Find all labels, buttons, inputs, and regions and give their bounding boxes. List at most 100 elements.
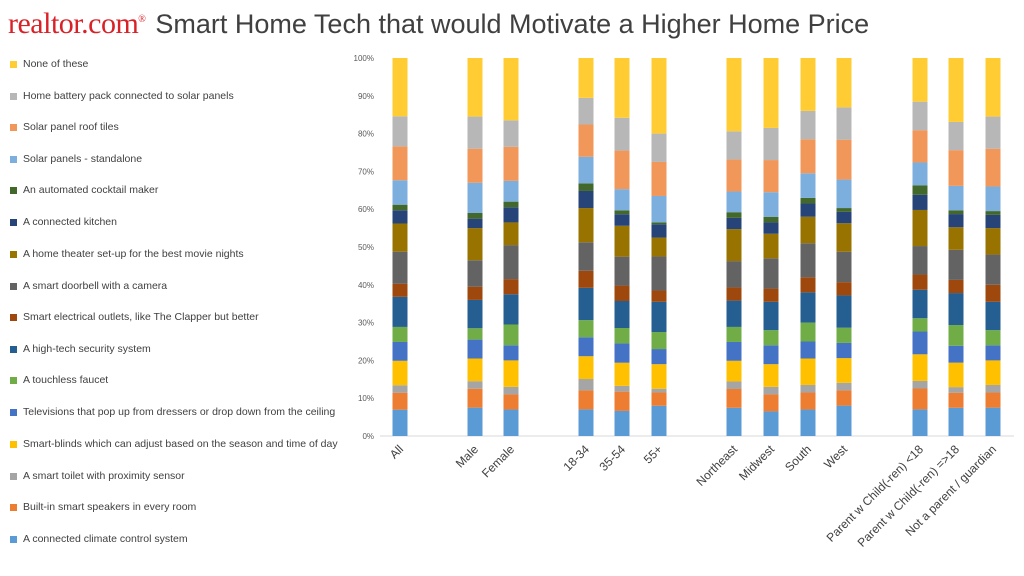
bar-segment: [467, 116, 483, 149]
bar-segment: [912, 101, 928, 131]
bar-segment: [651, 332, 667, 350]
x-category-label: All: [387, 442, 406, 461]
realtor-logo[interactable]: realtor.com®: [8, 7, 146, 40]
bar-segment: [726, 217, 742, 230]
bar-segment: [467, 58, 483, 117]
bar-segment: [985, 360, 1001, 385]
legend-label: A connected kitchen: [23, 216, 117, 228]
bar-segment: [948, 150, 964, 186]
bar-segment: [726, 191, 742, 213]
legend-swatch: [10, 346, 17, 353]
bar-segment: [467, 182, 483, 213]
bar-segment: [392, 58, 408, 117]
bar-segment: [948, 121, 964, 151]
bar-segment: [763, 127, 779, 161]
bar-segment: [726, 407, 742, 436]
bar-segment: [763, 258, 779, 289]
bar-segment: [836, 139, 852, 180]
legend-item: A high-tech security system: [10, 343, 151, 356]
bar-segment: [985, 284, 1001, 302]
legend-label: A home theater set-up for the best movie…: [23, 248, 244, 260]
bar-segment: [948, 210, 964, 215]
bar-segment: [800, 197, 816, 204]
bar-segment: [503, 207, 519, 223]
bar-segment: [912, 409, 928, 436]
bar-segment: [392, 296, 408, 327]
bar-segment: [948, 392, 964, 408]
bar-segment: [578, 124, 594, 157]
bar-segment: [763, 301, 779, 331]
bar-segment: [912, 185, 928, 195]
legend-swatch: [10, 314, 17, 321]
bar-segment: [948, 58, 964, 122]
bar-segment: [392, 409, 408, 436]
bar-segment: [503, 386, 519, 395]
bar-segment: [503, 58, 519, 121]
bar-segment: [467, 407, 483, 436]
y-tick-label: 70%: [358, 167, 374, 176]
x-category-label: Parent w Child(-ren) =>18: [855, 442, 963, 550]
x-category-label: Male: [453, 442, 482, 471]
bar-segment: [836, 295, 852, 328]
bar-segment: [614, 150, 630, 190]
x-category-label: Midwest: [736, 442, 777, 483]
x-category-label: 55+: [641, 442, 665, 466]
x-category-label: South: [782, 442, 814, 474]
legend-label: Smart-blinds which can adjust based on t…: [23, 438, 338, 450]
bar-segment: [800, 203, 816, 217]
bar-segment: [726, 326, 742, 342]
legend-label: Smart electrical outlets, like The Clapp…: [23, 311, 259, 323]
bar-segment: [948, 185, 964, 211]
bar-segment: [800, 384, 816, 393]
legend-swatch: [10, 219, 17, 226]
y-tick-label: 80%: [358, 130, 374, 139]
bar-segment: [578, 97, 594, 125]
bar-segment: [503, 324, 519, 346]
legend-label: A smart doorbell with a camera: [23, 280, 168, 292]
legend-swatch: [10, 156, 17, 163]
bar-segment: [651, 405, 667, 436]
bar-segment: [651, 256, 667, 291]
bar-segment: [578, 379, 594, 391]
legend-swatch: [10, 409, 17, 416]
bar-segment: [651, 224, 667, 238]
bar-segment: [467, 328, 483, 340]
bar-segment: [836, 390, 852, 406]
y-tick-label: 50%: [358, 243, 374, 252]
x-category-label: Female: [479, 442, 517, 480]
x-category-label: Parent w Child(-ren) <18: [824, 442, 927, 545]
bar-segment: [578, 356, 594, 380]
bar-segment: [726, 229, 742, 262]
legend-item: Smart-blinds which can adjust based on t…: [10, 438, 338, 451]
legend-item: A smart doorbell with a camera: [10, 280, 167, 293]
legend-label: None of these: [23, 58, 89, 70]
bar-segment: [503, 394, 519, 410]
bar-segment: [763, 345, 779, 365]
bar-segment: [467, 260, 483, 287]
bar-segment: [651, 133, 667, 162]
bar-segment: [503, 201, 519, 208]
x-category-label: West: [821, 442, 851, 472]
bar-segment: [836, 405, 852, 436]
legend-item: An automated cocktail maker: [10, 184, 158, 197]
bar-segment: [985, 214, 1001, 229]
bar-segment: [912, 130, 928, 163]
bar-segment: [948, 387, 964, 393]
bar-segment: [651, 195, 667, 223]
bar-segment: [800, 392, 816, 410]
bar-segment: [912, 58, 928, 102]
legend-swatch: [10, 251, 17, 258]
bar-segment: [503, 360, 519, 387]
legend-label: A connected climate control system: [23, 533, 188, 545]
bar-segment: [467, 381, 483, 389]
bar-segment: [392, 210, 408, 224]
bar-segment: [392, 204, 408, 211]
bar-segment: [651, 222, 667, 225]
bar-segment: [985, 116, 1001, 149]
bar-segment: [948, 279, 964, 294]
bar-segment: [651, 349, 667, 365]
bar-segment: [614, 343, 630, 363]
x-category-label: Not a parent / guardian: [902, 442, 999, 539]
bar-segment: [763, 233, 779, 259]
bar-segment: [763, 192, 779, 217]
